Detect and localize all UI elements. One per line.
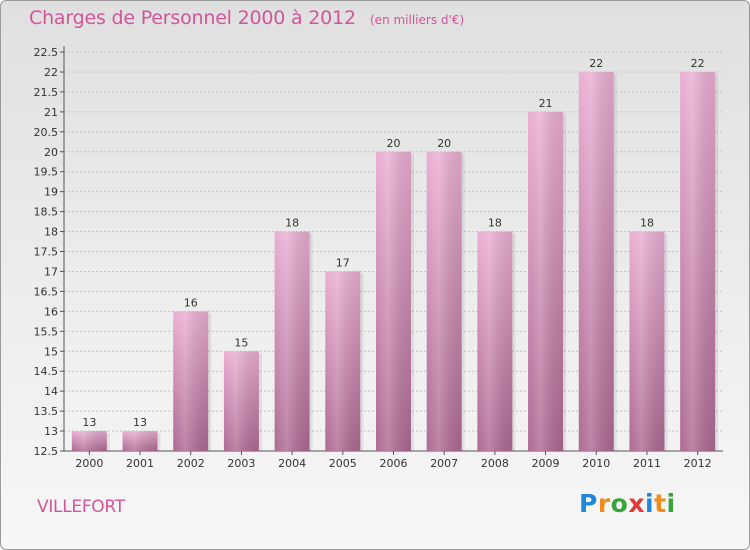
bar-2001 <box>122 431 161 451</box>
logo-letter: t <box>654 489 667 518</box>
bar-2010 <box>578 71 617 451</box>
x-tick-label: 2011 <box>633 457 661 470</box>
value-label: 20 <box>387 137 401 150</box>
y-tick-label: 17 <box>44 265 58 278</box>
value-label: 22 <box>589 57 603 70</box>
bars <box>71 71 719 451</box>
bar-highlight <box>477 231 513 451</box>
x-tick-label: 2001 <box>126 457 154 470</box>
bar-highlight <box>71 431 107 451</box>
y-tick-label: 20 <box>44 146 58 159</box>
y-tick-label: 15 <box>44 345 58 358</box>
y-tick-label: 22.5 <box>34 46 59 59</box>
bar-highlight <box>528 111 564 451</box>
bar-highlight <box>376 151 411 451</box>
value-labels: 13 13 16 15 18 17 20 20 18 21 22 18 22 <box>82 57 704 429</box>
bar-highlight <box>629 231 665 451</box>
value-label: 15 <box>234 336 248 349</box>
value-label: 18 <box>285 217 299 230</box>
y-tick-label: 14 <box>44 385 58 398</box>
bar-2008 <box>477 231 516 451</box>
x-tick-label: 2006 <box>380 457 408 470</box>
y-tick-label: 16 <box>44 305 58 318</box>
x-tick-label: 2009 <box>532 457 560 470</box>
x-tick-label: 2005 <box>329 457 357 470</box>
value-label: 18 <box>488 217 502 230</box>
logo-letter: r <box>597 489 611 518</box>
bar-2000 <box>71 431 110 451</box>
bar-highlight <box>274 231 310 451</box>
commune-name: VILLEFORT <box>37 497 125 517</box>
x-tick-labels: 2000 2001 2002 2003 2004 2005 2006 2007 2008 2009… <box>75 451 712 470</box>
bar-2012 <box>680 71 719 451</box>
y-tick-label: 17.5 <box>34 246 59 259</box>
y-tick-label: 13.5 <box>34 405 59 418</box>
bar-highlight <box>680 71 716 451</box>
x-tick-label: 2000 <box>75 457 103 470</box>
x-tick-label: 2003 <box>227 457 255 470</box>
bar-highlight <box>325 271 361 451</box>
bar-highlight <box>122 431 158 451</box>
y-tick-labels: 12.5 13 13.5 14 14.5 15 15.5 16 16.5 17 17.5 18 18.5… <box>34 46 59 458</box>
y-tick-label: 20.5 <box>34 126 59 139</box>
proxiti-logo: Proxiti <box>579 489 676 518</box>
value-label: 13 <box>82 416 96 429</box>
bar-highlight <box>578 71 614 451</box>
value-label: 20 <box>437 137 451 150</box>
y-tick-label: 22 <box>44 66 58 79</box>
x-tick-label: 2012 <box>684 457 712 470</box>
x-tick-label: 2010 <box>582 457 610 470</box>
value-label: 18 <box>640 217 654 230</box>
value-label: 17 <box>336 256 350 269</box>
value-label: 21 <box>539 97 553 110</box>
y-tick-label: 21.5 <box>34 86 59 99</box>
bar-2007 <box>426 151 465 451</box>
logo-letter: x <box>628 489 645 518</box>
bar-highlight <box>173 311 209 451</box>
y-tick-label: 18.5 <box>34 206 59 219</box>
y-tick-label: 19 <box>44 186 58 199</box>
logo-letter: P <box>579 489 598 518</box>
bar-2003 <box>223 351 262 451</box>
y-tick-label: 21 <box>44 106 58 119</box>
logo-letter: o <box>610 489 629 518</box>
bar-highlight <box>223 351 259 451</box>
bar-highlight <box>426 151 462 451</box>
x-tick-label: 2002 <box>177 457 205 470</box>
y-tick-label: 19.5 <box>34 166 59 179</box>
chart-title: Charges de Personnel 2000 à 2012 <box>29 7 356 29</box>
bar-2006 <box>376 151 414 451</box>
y-tick-label: 16.5 <box>34 285 59 298</box>
y-tick-label: 14.5 <box>34 365 59 378</box>
y-tick-label: 18 <box>44 226 58 239</box>
logo-letter: i <box>645 489 655 518</box>
bar-2002 <box>173 311 212 451</box>
bar-2005 <box>325 271 364 451</box>
x-tick-label: 2004 <box>278 457 306 470</box>
y-tick-label: 13 <box>44 425 58 438</box>
value-label: 13 <box>133 416 147 429</box>
bar-2009 <box>528 111 567 451</box>
x-tick-label: 2008 <box>481 457 509 470</box>
bar-2011 <box>629 231 668 451</box>
x-tick-label: 2007 <box>430 457 458 470</box>
value-label: 22 <box>691 57 705 70</box>
y-tick-label: 12.5 <box>34 445 59 458</box>
y-tick-label: 15.5 <box>34 325 59 338</box>
logo-letter: i <box>666 489 676 518</box>
value-label: 16 <box>184 296 198 309</box>
bar-2004 <box>274 231 313 451</box>
chart-subtitle: (en milliers d'€) <box>370 13 465 27</box>
